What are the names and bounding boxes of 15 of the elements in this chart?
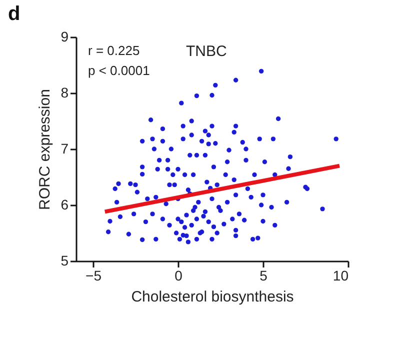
annotation: TNBC <box>186 43 227 60</box>
x-axis-title: Cholesterol biosynthesis <box>131 288 294 306</box>
y-tick-label: 6 <box>60 196 69 212</box>
y-tick-label: 5 <box>60 252 69 268</box>
x-tick-label: 10 <box>332 268 349 284</box>
chart-title: d <box>8 3 20 25</box>
y-tick-label: 8 <box>60 84 69 100</box>
y-tick-label: 9 <box>60 28 69 44</box>
annotation: r = 0.225 <box>88 43 140 58</box>
x-tick-label: −5 <box>86 268 102 284</box>
x-tick-label: 0 <box>174 268 183 284</box>
y-tick-label: 7 <box>60 140 69 156</box>
annotation: p < 0.0001 <box>88 63 150 78</box>
y-axis-title: RORC expression <box>36 89 54 210</box>
x-tick-label: 5 <box>260 268 268 284</box>
